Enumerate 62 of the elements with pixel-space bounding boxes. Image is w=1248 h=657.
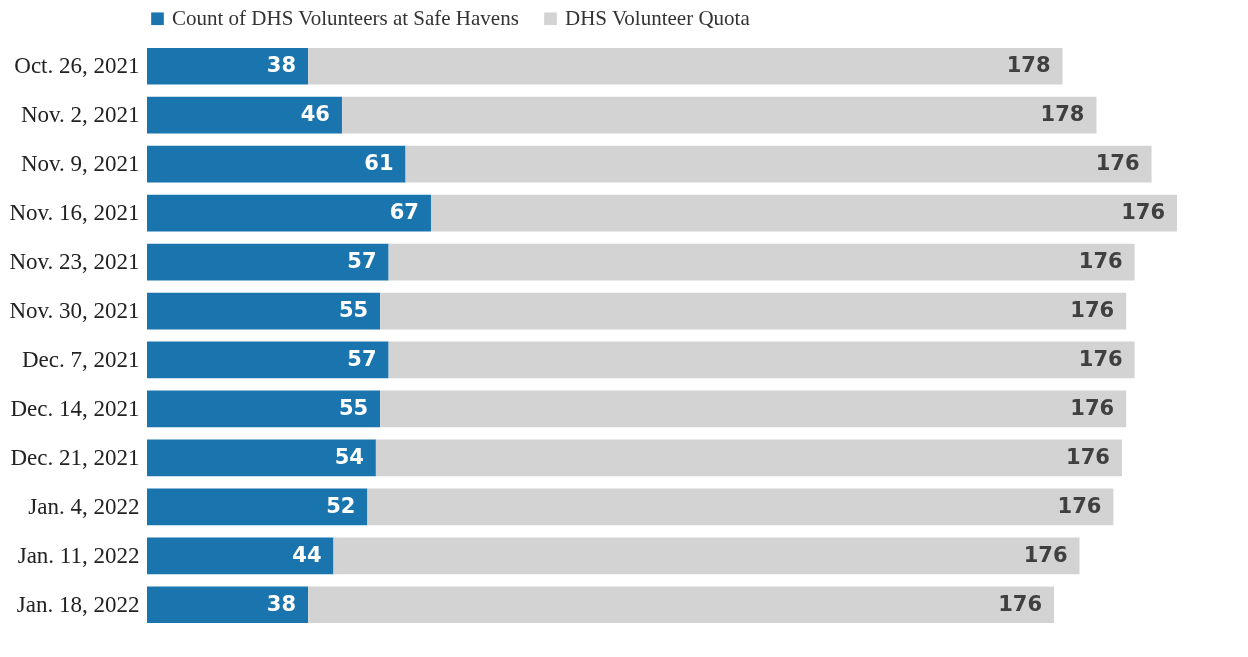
legend-label: Count of DHS Volunteers at Safe Havens (172, 5, 519, 30)
bar (147, 390, 381, 428)
y-tick-label: Jan. 11, 2022 (17, 542, 140, 568)
data-label: 38 (266, 591, 297, 616)
data-label: 176 (1078, 249, 1123, 274)
y-tick-label: Nov. 16, 2021 (9, 200, 140, 226)
bar (341, 96, 1097, 134)
bar (147, 145, 406, 183)
data-label: 54 (334, 444, 364, 469)
y-tick-label: Dec. 14, 2021 (10, 395, 140, 421)
y-tick-label: Nov. 23, 2021 (9, 249, 140, 275)
bar (147, 537, 334, 575)
bar (405, 145, 1152, 183)
data-label: 176 (1066, 444, 1110, 469)
bar (308, 586, 1055, 624)
y-tick-label: Dec. 7, 2021 (21, 346, 140, 372)
data-label: 176 (1121, 200, 1165, 225)
bar (380, 292, 1127, 330)
data-label: 57 (347, 249, 377, 274)
data-label: 44 (292, 542, 322, 567)
bar (147, 96, 342, 134)
bar (388, 243, 1135, 281)
data-label: 176 (1070, 298, 1115, 323)
y-tick-label: Dec. 21, 2021 (10, 444, 140, 470)
data-label: 176 (1023, 542, 1068, 567)
data-label: 46 (300, 102, 330, 127)
bar (367, 488, 1114, 526)
data-label: 55 (338, 395, 369, 420)
data-label: 38 (266, 53, 297, 78)
y-tick-label: Nov. 2, 2021 (20, 102, 140, 128)
legend-label: DHS Volunteer Quota (565, 5, 751, 30)
bar (147, 194, 431, 232)
bar (308, 47, 1063, 85)
bar (388, 341, 1135, 379)
bar (147, 488, 368, 526)
data-label: 178 (1006, 53, 1051, 78)
y-tick-label: Jan. 18, 2022 (16, 591, 140, 617)
y-tick-label: Jan. 4, 2022 (28, 493, 140, 519)
data-label: 176 (1078, 346, 1123, 371)
bar (147, 47, 309, 85)
bar (147, 439, 376, 477)
bar (375, 439, 1122, 477)
bar (380, 390, 1127, 428)
data-label: 176 (1057, 493, 1102, 518)
bar (430, 194, 1177, 232)
bar (147, 586, 309, 624)
y-tick-label: Oct. 26, 2021 (14, 53, 140, 79)
data-label: 52 (326, 493, 356, 518)
y-tick-label: Nov. 9, 2021 (20, 151, 140, 177)
bar (147, 341, 389, 379)
data-label: 55 (338, 298, 369, 323)
data-label: 67 (389, 200, 419, 225)
data-label: 176 (1070, 395, 1115, 420)
data-label: 61 (364, 151, 394, 176)
data-label: 176 (998, 591, 1043, 616)
bar (147, 243, 389, 281)
bar (333, 537, 1080, 575)
data-label: 178 (1040, 102, 1085, 127)
data-label: 176 (1095, 151, 1140, 176)
data-label: 57 (347, 346, 377, 371)
bar (147, 292, 381, 330)
y-tick-label: Nov. 30, 2021 (9, 298, 140, 324)
